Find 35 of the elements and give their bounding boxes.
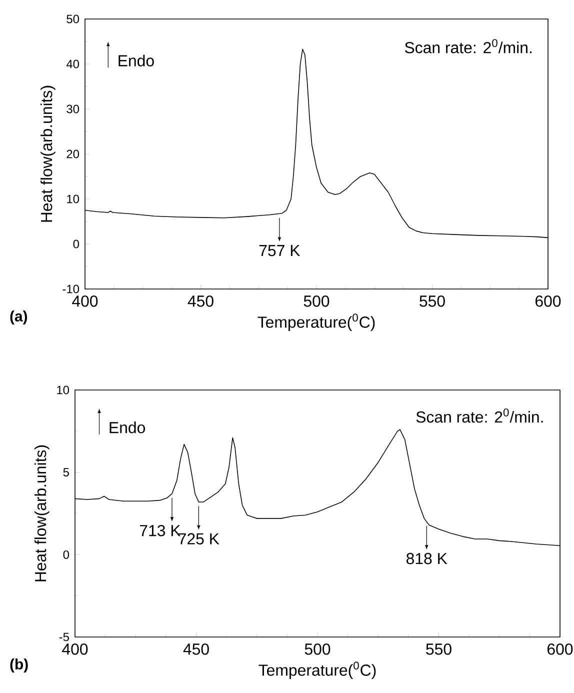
x-tick-label: 600 [536, 296, 561, 307]
y-tick-label: 40 [66, 60, 80, 68]
text: (b) [10, 658, 28, 672]
y-axis-title: Heat flow(arb.units) [34, 445, 50, 582]
x-tick-label: 450 [188, 296, 214, 307]
y-tick-label: 30 [66, 104, 80, 114]
annotation: Scan rate: 2$^{0}$/min. [404, 39, 532, 54]
y-tick-label: 10 [57, 386, 70, 394]
y-tick-label: 0 [73, 240, 80, 248]
x-tick-label: 600 [548, 644, 573, 655]
x-tick-label: 550 [420, 296, 445, 307]
annotation: 725 K [178, 533, 220, 544]
y-tick-label: -5 [59, 632, 69, 642]
x-axis-title: Temperature($^{0}$C) [258, 662, 376, 679]
x-tick-label: 400 [62, 644, 88, 655]
y-tick-label: 10 [67, 194, 80, 204]
x-tick-label: 400 [72, 296, 98, 307]
x-tick-label: 450 [183, 644, 209, 655]
y-tick-label: -10 [62, 284, 80, 294]
text: (a) [10, 310, 28, 324]
y-tick-label: 20 [66, 150, 80, 158]
y-tick-label: 50 [66, 14, 80, 24]
x-tick-label: 500 [304, 296, 330, 307]
x-tick-label: 550 [426, 644, 452, 655]
y-axis-title: Heat flow(arb.units) [40, 86, 56, 222]
annotation: 713 K [140, 524, 181, 536]
annotation: 818 K [406, 552, 448, 564]
y-tick-label: 0 [63, 550, 70, 559]
y-tick-label: 5 [63, 468, 69, 476]
annotation: Endo [118, 54, 154, 66]
x-axis-title: Temperature($^{0}$C) [258, 314, 375, 331]
annotation: Scan rate: 2$^{0}$/min. [416, 408, 543, 423]
annotation: Endo [110, 422, 145, 434]
x-tick-label: 500 [304, 644, 330, 655]
annotation: 757 K [259, 245, 300, 256]
